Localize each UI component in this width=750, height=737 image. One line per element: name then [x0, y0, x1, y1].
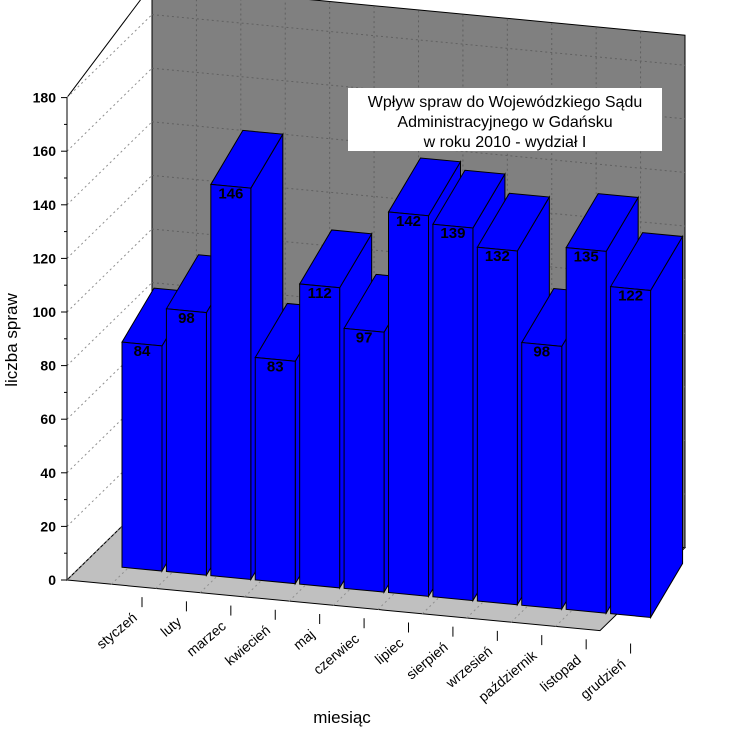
x-tick-label: luty [157, 613, 184, 639]
x-tick-label: grudzień [577, 656, 628, 703]
x-axis-title: miesiąc [313, 708, 371, 727]
bar-value-label: 135 [574, 249, 599, 266]
bar-front-face [165, 308, 207, 576]
chart-title-background [348, 88, 662, 151]
y-tick-label: 20 [40, 518, 56, 534]
bar-front-face [299, 283, 341, 589]
x-tick-label: kwiecień [222, 622, 273, 669]
bar: 122 [609, 232, 684, 620]
bar-front-face [521, 342, 563, 610]
bar-value-label: 132 [485, 248, 510, 265]
x-tick-label: listopad [537, 651, 584, 694]
y-axis-title: liczba spraw [2, 293, 21, 387]
bar-front-face [610, 286, 652, 618]
chart-title-line-1: Wpływ spraw do Wojewódzkiego Sądu [368, 94, 643, 111]
bar-value-label: 97 [356, 329, 373, 346]
bar-value-label: 122 [618, 288, 643, 305]
x-tick-label: marzec [183, 618, 228, 660]
x-tick-label: styczeń [93, 609, 140, 652]
y-tick-label: 160 [33, 143, 57, 159]
bar-front-face [343, 327, 385, 593]
y-tick-label: 100 [33, 304, 57, 320]
bar-front-face [432, 223, 474, 602]
bar-value-label: 84 [134, 343, 151, 360]
y-tick-label: 40 [40, 465, 56, 481]
y-tick-label: 180 [33, 90, 57, 106]
bar-front-face [210, 183, 252, 581]
y-tick-label: 140 [33, 197, 57, 213]
chart-title-line-3: w roku 2010 - wydział I [423, 134, 587, 151]
bar-front-face [121, 341, 163, 572]
bar-value-label: 146 [218, 185, 243, 202]
bars: 84 98 146 83 112 97 142 139 132 98 135 122 [121, 129, 684, 620]
bar-front-face [476, 246, 518, 606]
x-tick-label: sierpień [403, 639, 451, 683]
y-tick-label: 80 [40, 358, 56, 374]
x-tick-label: maj [290, 626, 318, 653]
bar-front-face [565, 247, 607, 614]
bar-front-face [254, 356, 296, 585]
bar-value-label: 139 [440, 225, 465, 242]
bar-side-face [650, 234, 684, 620]
x-tick-label: lipiec [372, 634, 407, 667]
bar-value-label: 83 [267, 358, 284, 375]
bar-value-label: 112 [308, 285, 332, 302]
bar-front-face [388, 211, 429, 597]
x-tick-label: czerwiec [310, 630, 362, 677]
bar-value-label: 98 [533, 344, 550, 361]
chart-title-line-2: Administracyjnego w Gdańsku [397, 114, 612, 131]
chart-title-box: Wpływ spraw do Wojewódzkiego Sądu Admini… [348, 88, 662, 151]
y-tick-label: 0 [48, 572, 56, 588]
bar-value-label: 98 [178, 310, 195, 327]
y-tick-label: 120 [33, 250, 57, 266]
y-axis: 0 20 40 60 80 100 120 140 160 180 [33, 90, 68, 588]
back-wall-gridline [151, 14, 686, 66]
bar-value-label: 142 [396, 213, 421, 230]
y-tick-label: 60 [40, 411, 56, 427]
